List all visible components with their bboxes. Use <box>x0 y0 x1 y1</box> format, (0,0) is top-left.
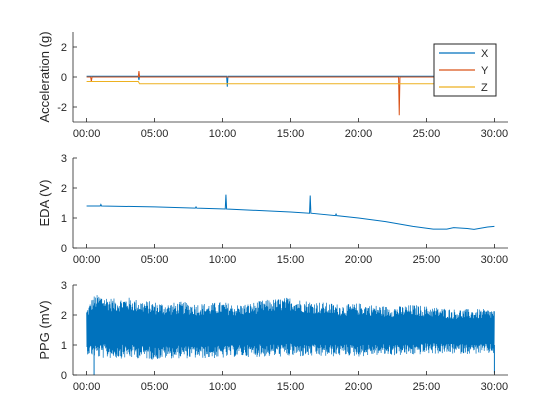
eda-ylabel: EDA (V) <box>37 180 52 227</box>
x-tick-label: 10:00 <box>209 381 237 393</box>
x-tick-label: 25:00 <box>413 254 441 266</box>
y-tick-label: 2 <box>61 42 67 54</box>
x-tick-label: 15:00 <box>277 381 305 393</box>
series-x-line <box>86 75 495 87</box>
x-tick-label: 25:00 <box>413 128 441 140</box>
series-z-line <box>86 81 495 85</box>
y-tick-label: 3 <box>61 280 67 292</box>
acc-ylabel: Acceleration (g) <box>37 31 52 122</box>
y-tick-label: 0 <box>61 243 67 255</box>
legend-label-y: Y <box>481 65 489 77</box>
panel-acceleration: 00:00 05:00 10:00 15:00 20:00 25:00 30:00-202 … <box>37 31 508 140</box>
panel-ppg: 00:00 05:00 10:00 15:00 20:00 25:00 30:000123 … <box>37 280 508 393</box>
x-tick-label: 15:00 <box>277 254 305 266</box>
x-tick-label: 00:00 <box>73 381 101 393</box>
y-tick-label: 3 <box>61 153 67 165</box>
legend-label-z: Z <box>481 82 488 94</box>
panel-eda: 00:00 05:00 10:00 15:00 20:00 25:00 30:000123 … <box>37 153 508 266</box>
y-tick-label: 0 <box>61 370 67 382</box>
x-tick-label: 20:00 <box>345 381 373 393</box>
x-tick-label: 00:00 <box>73 128 101 140</box>
x-tick-label: 05:00 <box>141 254 169 266</box>
x-tick-label: 25:00 <box>413 381 441 393</box>
x-tick-label: 05:00 <box>141 381 169 393</box>
eda-series-line-line <box>86 194 495 230</box>
ppg-plot-area: 00:00 05:00 10:00 15:00 20:00 25:00 30:00 0 1 2 3 <box>61 280 508 393</box>
y-tick-label: 1 <box>61 340 67 352</box>
y-tick-label: 2 <box>61 310 67 322</box>
eda-plot-area: 00:00 05:00 10:00 15:00 20:00 25:00 30:00 0 1 2 3 <box>61 153 508 266</box>
x-tick-label: 20:00 <box>345 128 373 140</box>
x-tick-label: 15:00 <box>277 128 305 140</box>
x-tick-label: 30:00 <box>481 381 509 393</box>
y-tick-label: 2 <box>61 183 67 195</box>
y-tick-label: -2 <box>57 102 67 114</box>
x-tick-label: 10:00 <box>209 254 237 266</box>
x-tick-label: 00:00 <box>73 254 101 266</box>
y-tick-label: 1 <box>61 213 67 225</box>
x-tick-label: 05:00 <box>141 128 169 140</box>
acc-legend: X Y Z <box>433 43 497 97</box>
legend-label-x: X <box>481 48 489 60</box>
y-tick-label: 0 <box>61 72 67 84</box>
x-tick-label: 30:00 <box>481 128 509 140</box>
acc-plot-area: 00:00 05:00 10:00 15:00 20:00 25:00 30:00 -2 0 2 <box>57 32 508 140</box>
x-tick-label: 10:00 <box>209 128 237 140</box>
x-tick-label: 20:00 <box>345 254 373 266</box>
x-tick-label: 30:00 <box>481 254 509 266</box>
ppg-series-line <box>86 295 495 360</box>
ppg-ylabel: PPG (mV) <box>37 300 52 359</box>
series-y-line <box>86 70 495 116</box>
